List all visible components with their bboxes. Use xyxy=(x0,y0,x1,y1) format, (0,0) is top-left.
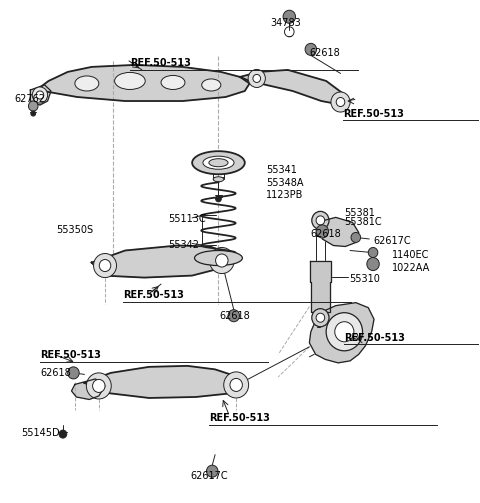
Text: 55381: 55381 xyxy=(344,208,375,218)
Text: 62618: 62618 xyxy=(310,48,340,58)
Circle shape xyxy=(312,309,329,327)
Circle shape xyxy=(209,247,234,274)
Ellipse shape xyxy=(203,156,234,169)
Polygon shape xyxy=(310,261,331,312)
Circle shape xyxy=(305,43,317,55)
Circle shape xyxy=(253,74,261,82)
Circle shape xyxy=(335,322,354,342)
Ellipse shape xyxy=(115,72,145,90)
Circle shape xyxy=(68,367,79,379)
Text: 62617C: 62617C xyxy=(373,236,411,246)
Text: 55310: 55310 xyxy=(349,274,380,284)
Circle shape xyxy=(230,378,242,391)
Circle shape xyxy=(367,258,379,271)
Text: 1123PB: 1123PB xyxy=(266,190,304,200)
Ellipse shape xyxy=(75,76,99,91)
Text: 55145D: 55145D xyxy=(21,428,60,438)
Circle shape xyxy=(331,92,350,112)
Polygon shape xyxy=(84,366,244,398)
Circle shape xyxy=(316,225,328,238)
Polygon shape xyxy=(310,303,374,363)
Circle shape xyxy=(312,211,329,229)
Text: REF.50-513: REF.50-513 xyxy=(344,333,405,343)
Text: 55341: 55341 xyxy=(266,165,297,175)
Circle shape xyxy=(93,379,105,392)
Text: 55348A: 55348A xyxy=(266,178,304,188)
Polygon shape xyxy=(36,65,250,101)
Circle shape xyxy=(351,232,360,242)
Text: 55342: 55342 xyxy=(168,240,199,250)
Circle shape xyxy=(59,430,67,438)
Polygon shape xyxy=(321,217,359,246)
Ellipse shape xyxy=(192,151,245,174)
Text: 1022AA: 1022AA xyxy=(392,263,431,273)
Circle shape xyxy=(216,196,221,202)
Circle shape xyxy=(283,10,296,23)
Text: 1140EC: 1140EC xyxy=(392,250,430,260)
Text: REF.50-513: REF.50-513 xyxy=(130,58,191,68)
Circle shape xyxy=(94,254,117,278)
Circle shape xyxy=(206,465,218,477)
Circle shape xyxy=(28,101,38,111)
Circle shape xyxy=(31,111,36,116)
Text: 62762: 62762 xyxy=(14,94,45,104)
Text: REF.50-513: REF.50-513 xyxy=(40,350,101,360)
Circle shape xyxy=(86,373,111,399)
Text: 62618: 62618 xyxy=(219,311,250,321)
Text: REF.50-513: REF.50-513 xyxy=(123,290,184,300)
Polygon shape xyxy=(30,85,51,105)
Circle shape xyxy=(326,313,362,351)
Polygon shape xyxy=(240,70,348,105)
Circle shape xyxy=(336,98,345,107)
Ellipse shape xyxy=(213,177,224,182)
Text: REF.50-513: REF.50-513 xyxy=(343,109,404,119)
Text: 55381C: 55381C xyxy=(344,217,382,227)
Text: 55113C: 55113C xyxy=(168,214,206,224)
Circle shape xyxy=(224,372,249,398)
Ellipse shape xyxy=(161,75,185,90)
Text: 62618: 62618 xyxy=(40,368,71,378)
Text: REF.50-513: REF.50-513 xyxy=(209,413,270,423)
Text: 34783: 34783 xyxy=(270,18,301,28)
Circle shape xyxy=(248,69,265,88)
Ellipse shape xyxy=(209,159,228,166)
Text: 62618: 62618 xyxy=(311,229,342,239)
Circle shape xyxy=(316,313,324,322)
Circle shape xyxy=(36,91,44,99)
Circle shape xyxy=(216,254,228,267)
Text: 55350S: 55350S xyxy=(56,225,93,235)
Circle shape xyxy=(368,247,378,258)
Circle shape xyxy=(99,260,111,272)
Circle shape xyxy=(316,216,324,225)
Ellipse shape xyxy=(194,250,242,266)
Polygon shape xyxy=(72,379,105,399)
Ellipse shape xyxy=(202,79,221,91)
Text: 62617C: 62617C xyxy=(190,471,228,481)
Polygon shape xyxy=(92,245,229,278)
Circle shape xyxy=(32,87,48,103)
Circle shape xyxy=(228,310,240,322)
